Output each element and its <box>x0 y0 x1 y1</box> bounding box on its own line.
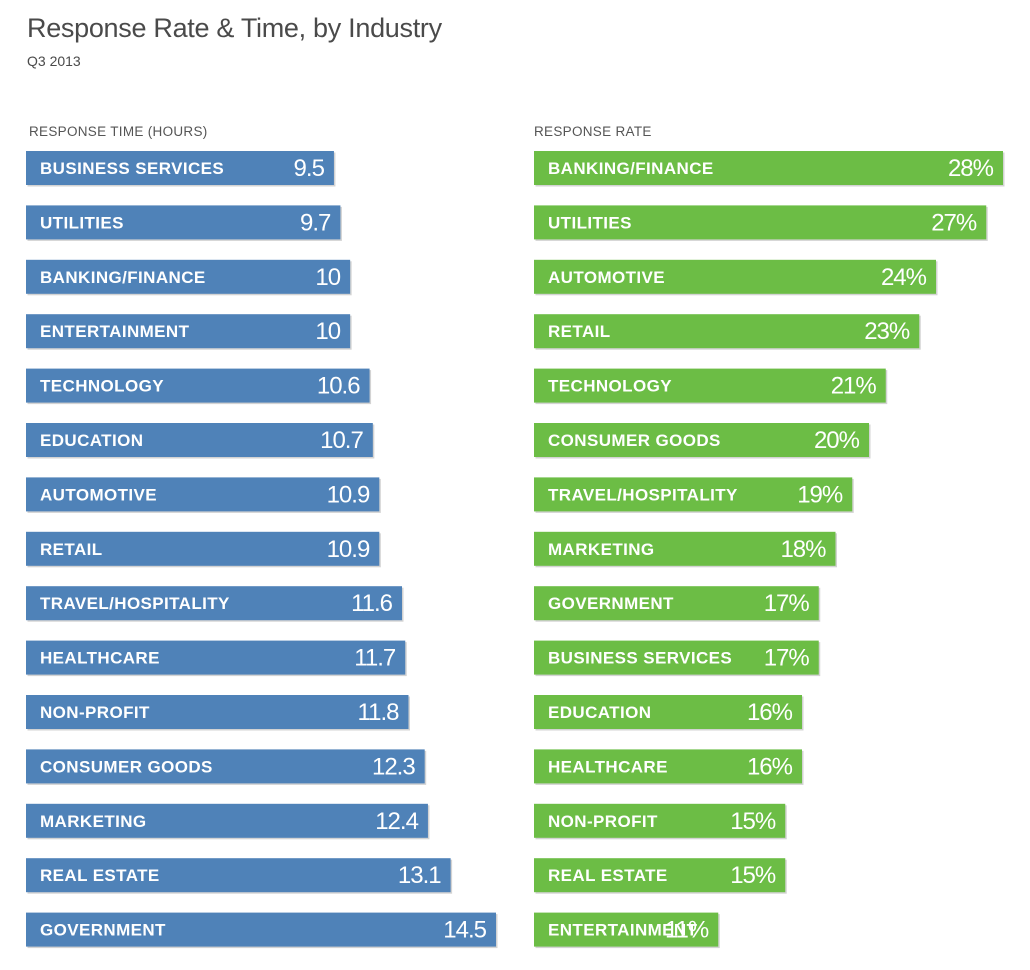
response-time-value-label: 10 <box>315 264 340 291</box>
response-rate-category-label: TECHNOLOGY <box>548 377 672 396</box>
response-time-bar-education <box>26 423 373 457</box>
response-rate-bar-automotive <box>534 259 936 294</box>
response-rate-value-label: 11% <box>665 917 709 944</box>
response-time-value-label: 10 <box>315 318 340 345</box>
response-rate-category-label: TRAVEL/HOSPITALITY <box>548 485 738 504</box>
response-time-bar-marketing <box>26 803 428 838</box>
response-time-value-label: 12.4 <box>375 808 418 835</box>
response-time-category-label: CONSUMER GOODS <box>40 757 213 776</box>
response-time-bar-automotive <box>26 477 380 512</box>
response-time-category-label: ENTERTAINMENT <box>40 322 190 341</box>
response-rate-category-label: NON-PROFIT <box>548 812 658 831</box>
response-time-category-label: TECHNOLOGY <box>40 377 164 396</box>
response-rate-category-label: EDUCATION <box>548 703 651 722</box>
response-rate-category-label: CONSUMER GOODS <box>548 431 721 450</box>
response-time-bar-government <box>26 912 496 947</box>
response-rate-bar-technology <box>534 368 886 403</box>
response-time-category-label: EDUCATION <box>40 431 143 450</box>
response-time-bar-retail <box>26 531 380 566</box>
response-time-category-label: HEALTHCARE <box>40 649 160 668</box>
response-time-category-label: GOVERNMENT <box>40 921 166 940</box>
response-rate-bar-travel-hospitality <box>534 477 853 512</box>
chart-title: Response Rate & Time, by Industry <box>27 13 442 43</box>
response-rate-bar-utilities <box>534 205 987 240</box>
response-time-bar-travel-hospitality <box>26 586 402 621</box>
response-time-value-label: 12.3 <box>372 753 415 780</box>
response-time-bar-real-estate <box>26 858 451 893</box>
response-rate-category-label: BANKING/FINANCE <box>548 159 714 178</box>
response-rate-bar-business-services <box>534 640 819 675</box>
response-rate-value-label: 24% <box>881 264 927 291</box>
response-rate-category-label: BUSINESS SERVICES <box>548 649 732 668</box>
response-rate-panel-title: RESPONSE RATE <box>534 124 652 139</box>
response-rate-bar-consumer-goods <box>534 423 869 457</box>
response-rate-value-label: 20% <box>814 427 860 454</box>
response-rate-value-label: 17% <box>764 645 810 672</box>
response-rate-value-label: 16% <box>747 753 793 780</box>
response-rate-value-label: 15% <box>730 862 776 889</box>
response-time-value-label: 10.9 <box>327 481 370 508</box>
response-rate-bar-healthcare <box>534 749 802 784</box>
response-rate-category-label: UTILITIES <box>548 213 632 232</box>
response-rate-category-label: ENTERTAINMENT <box>548 921 698 940</box>
response-time-value-label: 9.5 <box>294 155 325 182</box>
response-time-value-label: 11.8 <box>358 699 400 726</box>
response-time-bar-entertainment <box>26 314 351 349</box>
response-time-bar-consumer-goods <box>26 749 425 784</box>
response-time-bar-banking-finance <box>26 259 351 294</box>
response-time-panel-title: RESPONSE TIME (HOURS) <box>29 124 208 139</box>
response-time-category-label: TRAVEL/HOSPITALITY <box>40 594 230 613</box>
chart-subtitle: Q3 2013 <box>27 53 81 69</box>
response-rate-category-label: REAL ESTATE <box>548 866 668 885</box>
response-time-category-label: MARKETING <box>40 812 147 831</box>
response-rate-value-label: 18% <box>780 536 826 563</box>
response-rate-category-label: MARKETING <box>548 540 655 559</box>
response-time-category-label: BANKING/FINANCE <box>40 268 206 287</box>
response-rate-bar-non-profit <box>534 803 786 838</box>
response-rate-bar-entertainment <box>534 912 719 947</box>
response-rate-value-label: 28% <box>948 155 994 182</box>
response-time-category-label: UTILITIES <box>40 213 124 232</box>
response-time-bar-business-services <box>26 151 334 185</box>
response-rate-bar-real-estate <box>534 858 786 893</box>
response-rate-category-label: HEALTHCARE <box>548 757 668 776</box>
response-time-bar-non-profit <box>26 695 409 729</box>
response-rate-value-label: 19% <box>797 481 843 508</box>
response-time-bar-healthcare <box>26 640 406 675</box>
response-time-category-label: AUTOMOTIVE <box>40 485 157 504</box>
response-time-value-label: 13.1 <box>398 862 441 889</box>
response-rate-value-label: 17% <box>764 590 810 617</box>
response-time-value-label: 11.7 <box>354 645 396 672</box>
response-time-category-label: RETAIL <box>40 540 103 559</box>
response-rate-category-label: RETAIL <box>548 322 611 341</box>
response-rate-value-label: 27% <box>931 209 977 236</box>
response-rate-value-label: 16% <box>747 699 793 726</box>
response-rate-bar-government <box>534 586 819 621</box>
response-time-category-label: NON-PROFIT <box>40 703 150 722</box>
response-time-category-label: BUSINESS SERVICES <box>40 159 224 178</box>
response-rate-value-label: 21% <box>831 373 877 400</box>
response-rate-bar-education <box>534 695 802 729</box>
response-time-value-label: 10.9 <box>327 536 370 563</box>
response-rate-bar-banking-finance <box>534 151 1003 185</box>
response-time-bar-utilities <box>26 205 341 240</box>
response-time-value-label: 10.6 <box>317 373 360 400</box>
response-time-bar-technology <box>26 368 370 403</box>
response-time-value-label: 9.7 <box>300 209 331 236</box>
response-rate-category-label: AUTOMOTIVE <box>548 268 665 287</box>
response-rate-category-label: GOVERNMENT <box>548 594 674 613</box>
response-rate-bar-marketing <box>534 531 836 566</box>
response-time-value-label: 14.5 <box>443 917 486 944</box>
response-time-value-label: 11.6 <box>351 590 393 617</box>
response-time-value-label: 10.7 <box>320 427 363 454</box>
response-time-category-label: REAL ESTATE <box>40 866 160 885</box>
response-rate-bar-retail <box>534 314 920 349</box>
response-rate-value-label: 23% <box>864 318 910 345</box>
response-rate-value-label: 15% <box>730 808 776 835</box>
